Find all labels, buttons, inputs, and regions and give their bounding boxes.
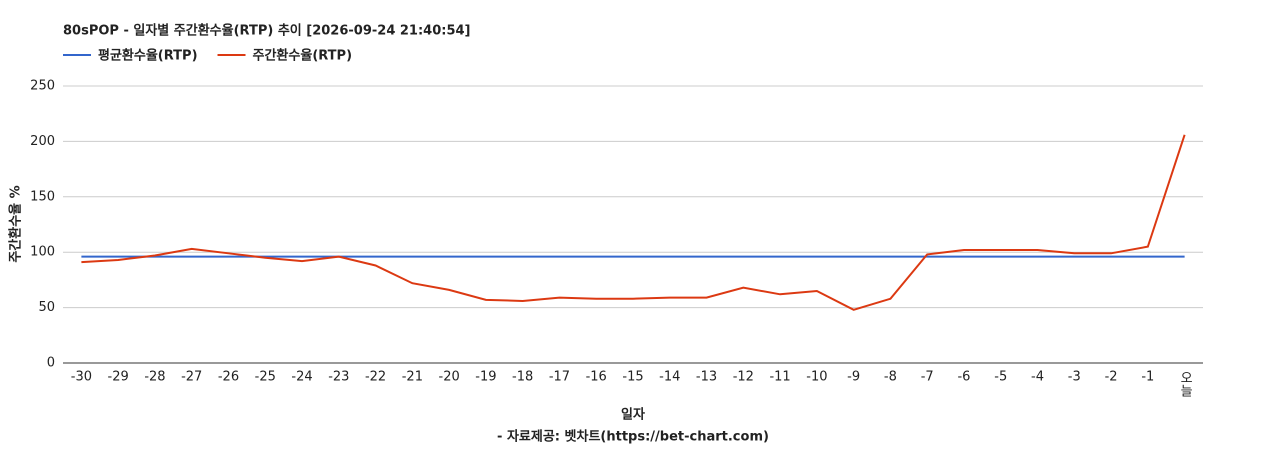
y-tick-label: 100	[30, 245, 55, 260]
x-tick-label: -2	[1105, 370, 1118, 385]
x-tick-label: -12	[733, 370, 754, 385]
x-tick-label: -4	[1031, 370, 1044, 385]
y-tick-label: 150	[30, 189, 55, 204]
x-tick-label: -3	[1068, 370, 1081, 385]
source-note: - 자료제공: 벳차트(https://bet-chart.com)	[497, 429, 769, 445]
x-tick-label: -28	[144, 370, 165, 385]
x-tick-label: -19	[475, 370, 496, 385]
x-tick-label: 오늘	[1177, 371, 1192, 397]
x-tick-label: -22	[365, 370, 386, 385]
x-tick-label: -10	[806, 370, 827, 385]
x-tick-label: -13	[696, 370, 717, 385]
x-axis-label: 일자	[621, 408, 645, 423]
x-tick-label: -17	[549, 370, 570, 385]
x-tick-label: -5	[994, 370, 1007, 385]
x-tick-label: -25	[255, 370, 276, 385]
chart-title: 80sPOP - 일자별 주간환수율(RTP) 추이 [2026-09-24 2…	[63, 23, 471, 39]
x-tick-label: -27	[181, 370, 202, 385]
x-tick-label: -7	[921, 370, 934, 385]
x-tick-label: -16	[586, 370, 607, 385]
x-tick-label: -20	[439, 370, 460, 385]
x-tick-label: -18	[512, 370, 533, 385]
x-tick-label: -24	[291, 370, 312, 385]
x-tick-label: -14	[659, 370, 680, 385]
legend-label: 주간환수율(RTP)	[253, 48, 353, 64]
series-line	[81, 134, 1186, 311]
x-tick-label: -26	[218, 370, 239, 385]
x-tick-label: -1	[1141, 370, 1154, 385]
x-tick-label: -6	[957, 370, 970, 385]
y-tick-label: 200	[30, 134, 55, 149]
x-tick-label: -23	[328, 370, 349, 385]
x-tick-label: -21	[402, 370, 423, 385]
legend-label: 평균환수율(RTP)	[98, 48, 198, 64]
y-tick-label: 250	[30, 79, 55, 94]
x-tick-label: -9	[847, 370, 860, 385]
x-tick-label: -30	[71, 370, 92, 385]
x-tick-label: -29	[108, 370, 129, 385]
x-tick-label: -11	[769, 370, 790, 385]
y-tick-label: 50	[38, 300, 55, 315]
y-tick-label: 0	[47, 356, 55, 371]
x-tick-label: -15	[622, 370, 643, 385]
y-axis-label: 주간환수율 %	[8, 185, 24, 262]
x-tick-label: -8	[884, 370, 897, 385]
